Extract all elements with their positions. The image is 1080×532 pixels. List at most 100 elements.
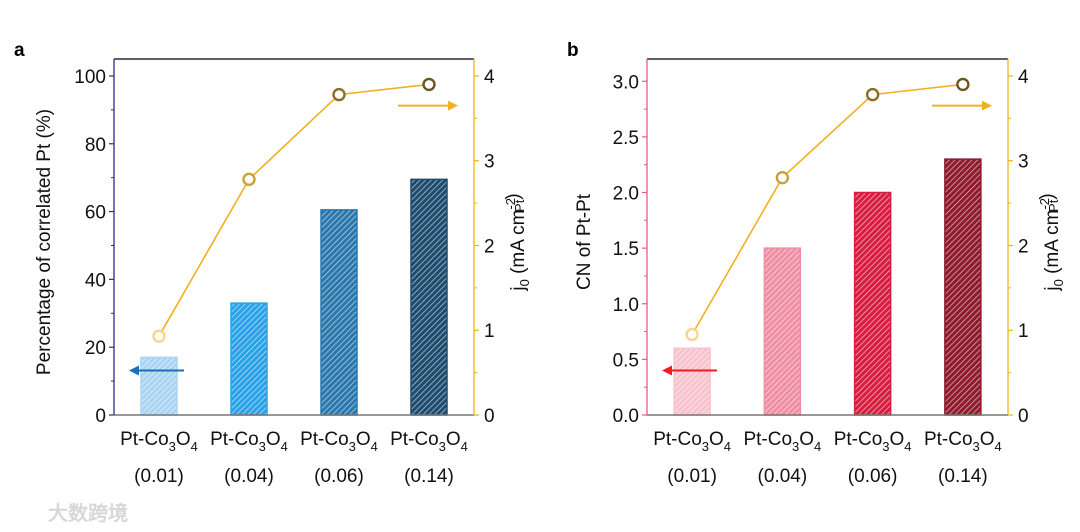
x-tick-sublabel: (0.14): [404, 466, 454, 487]
x-label-sub: 4: [461, 439, 468, 454]
x-tick-sublabel: (0.01): [134, 466, 184, 487]
x-tick-label: Pt-Co3O4: [120, 429, 198, 454]
x-tick-label: Pt-Co3O4: [924, 429, 1002, 454]
y-tick-label: 100: [74, 67, 106, 88]
bar: [230, 302, 268, 416]
y2-label-part: ): [1037, 193, 1058, 199]
y-tick-label: 0.0: [613, 406, 639, 427]
y-tick-label: 0: [95, 406, 106, 427]
x-label-sub: 3: [973, 439, 980, 454]
x-label-sub: 4: [814, 439, 821, 454]
bar: [944, 158, 982, 416]
x-tick-label: Pt-Co3O4: [743, 429, 821, 454]
y2-label-part: j: [1042, 286, 1063, 291]
x-label-mid: O: [356, 429, 371, 450]
y2-label-part: Pt: [1046, 199, 1061, 212]
x-label-name: Pt-Co: [924, 429, 973, 450]
y2-tick-label: 2: [484, 236, 495, 257]
bar: [320, 209, 358, 416]
x-label-name: Pt-Co: [210, 429, 259, 450]
x-label-name: Pt-Co: [390, 429, 439, 450]
y2-tick-label: 3: [484, 152, 495, 173]
x-tick-sublabel: (0.14): [938, 466, 988, 487]
x-label-mid: O: [266, 429, 281, 450]
series-line: [158, 83, 430, 337]
x-tick-sublabel: (0.01): [667, 466, 717, 487]
x-tick-label: Pt-Co3O4: [390, 429, 468, 454]
bar: [673, 347, 711, 416]
y-tick-label: 20: [85, 338, 106, 359]
x-label-mid: O: [709, 429, 724, 450]
x-label-mid: O: [980, 429, 995, 450]
y2-axis-label: j0 (mA cm-2Pt): [503, 193, 532, 291]
y-tick-label: 60: [85, 203, 106, 224]
watermark: 大数跨境: [48, 501, 128, 525]
x-tick-label: Pt-Co3O4: [653, 429, 731, 454]
y2-label-part: (mA cm: [508, 210, 529, 280]
right-arrow-head: [982, 100, 992, 111]
y2-tick-label: 4: [1018, 67, 1029, 88]
x-label-sub: 3: [882, 439, 889, 454]
y-axis-label: Percentage of correlated Pt (%): [34, 109, 55, 375]
line-marker: [242, 172, 256, 187]
y-tick-label: 1.0: [613, 295, 639, 316]
line-marker: [152, 329, 166, 343]
x-label-sub: 3: [349, 439, 356, 454]
y2-label-part: -2: [1037, 198, 1052, 210]
x-label-sub: 3: [792, 439, 799, 454]
y-axis-label: CN of Pt-Pt: [574, 193, 595, 290]
x-label-name: Pt-Co: [300, 429, 349, 450]
y2-label-part: j: [508, 286, 529, 291]
x-label-sub: 4: [904, 439, 911, 454]
x-label-sub: 3: [439, 439, 446, 454]
bar: [853, 191, 892, 416]
x-label-name: Pt-Co: [834, 429, 883, 450]
y-tick-label: 80: [85, 135, 106, 156]
y2-tick-label: 1: [484, 321, 495, 342]
y-tick-label: 40: [85, 270, 106, 291]
y2-label-part: Pt: [512, 199, 527, 212]
x-label-sub: 4: [191, 439, 198, 454]
series-line: [691, 83, 963, 335]
y2-label-part: 0: [517, 279, 532, 286]
x-label-sub: 3: [259, 439, 266, 454]
y2-tick-label: 0: [484, 406, 495, 427]
y2-label-part: -2: [503, 198, 518, 210]
x-tick-label: Pt-Co3O4: [210, 429, 288, 454]
line-marker: [956, 77, 970, 92]
y2-tick-label: 3: [1018, 152, 1029, 173]
bar: [140, 356, 178, 416]
y-tick-label: 2.0: [613, 184, 639, 205]
bar: [410, 178, 448, 416]
y-tick-label: 1.5: [613, 239, 639, 260]
y2-tick-label: 4: [484, 67, 495, 88]
y2-label-part: ): [503, 193, 524, 199]
y2-tick-label: 1: [1018, 321, 1029, 342]
left-arrow-head: [129, 365, 139, 376]
x-label-sub: 4: [724, 439, 731, 454]
x-tick-label: Pt-Co3O4: [834, 429, 912, 454]
bar: [763, 247, 802, 416]
x-label-sub: 3: [702, 439, 709, 454]
y-tick-label: 2.5: [613, 128, 639, 149]
y-tick-label: 0.5: [613, 350, 639, 371]
y2-axis-label: j0 (mA cm-2Pt): [1037, 193, 1066, 291]
x-label-sub: 4: [281, 439, 288, 454]
x-label-mid: O: [176, 429, 191, 450]
line-marker: [775, 170, 790, 185]
left-arrow-head: [662, 365, 672, 376]
x-label-mid: O: [446, 429, 461, 450]
x-tick-sublabel: (0.06): [314, 466, 364, 487]
line-marker: [422, 77, 436, 92]
y2-label-part: 0: [1051, 279, 1066, 286]
x-label-mid: O: [890, 429, 905, 450]
panel-label: a: [14, 40, 25, 61]
y2-tick-label: 0: [1018, 406, 1029, 427]
panel-label: b: [567, 40, 579, 61]
right-arrow-head: [448, 100, 458, 111]
y-tick-label: 3.0: [613, 72, 639, 93]
y2-tick-label: 2: [1018, 236, 1029, 257]
x-tick-sublabel: (0.06): [848, 466, 898, 487]
